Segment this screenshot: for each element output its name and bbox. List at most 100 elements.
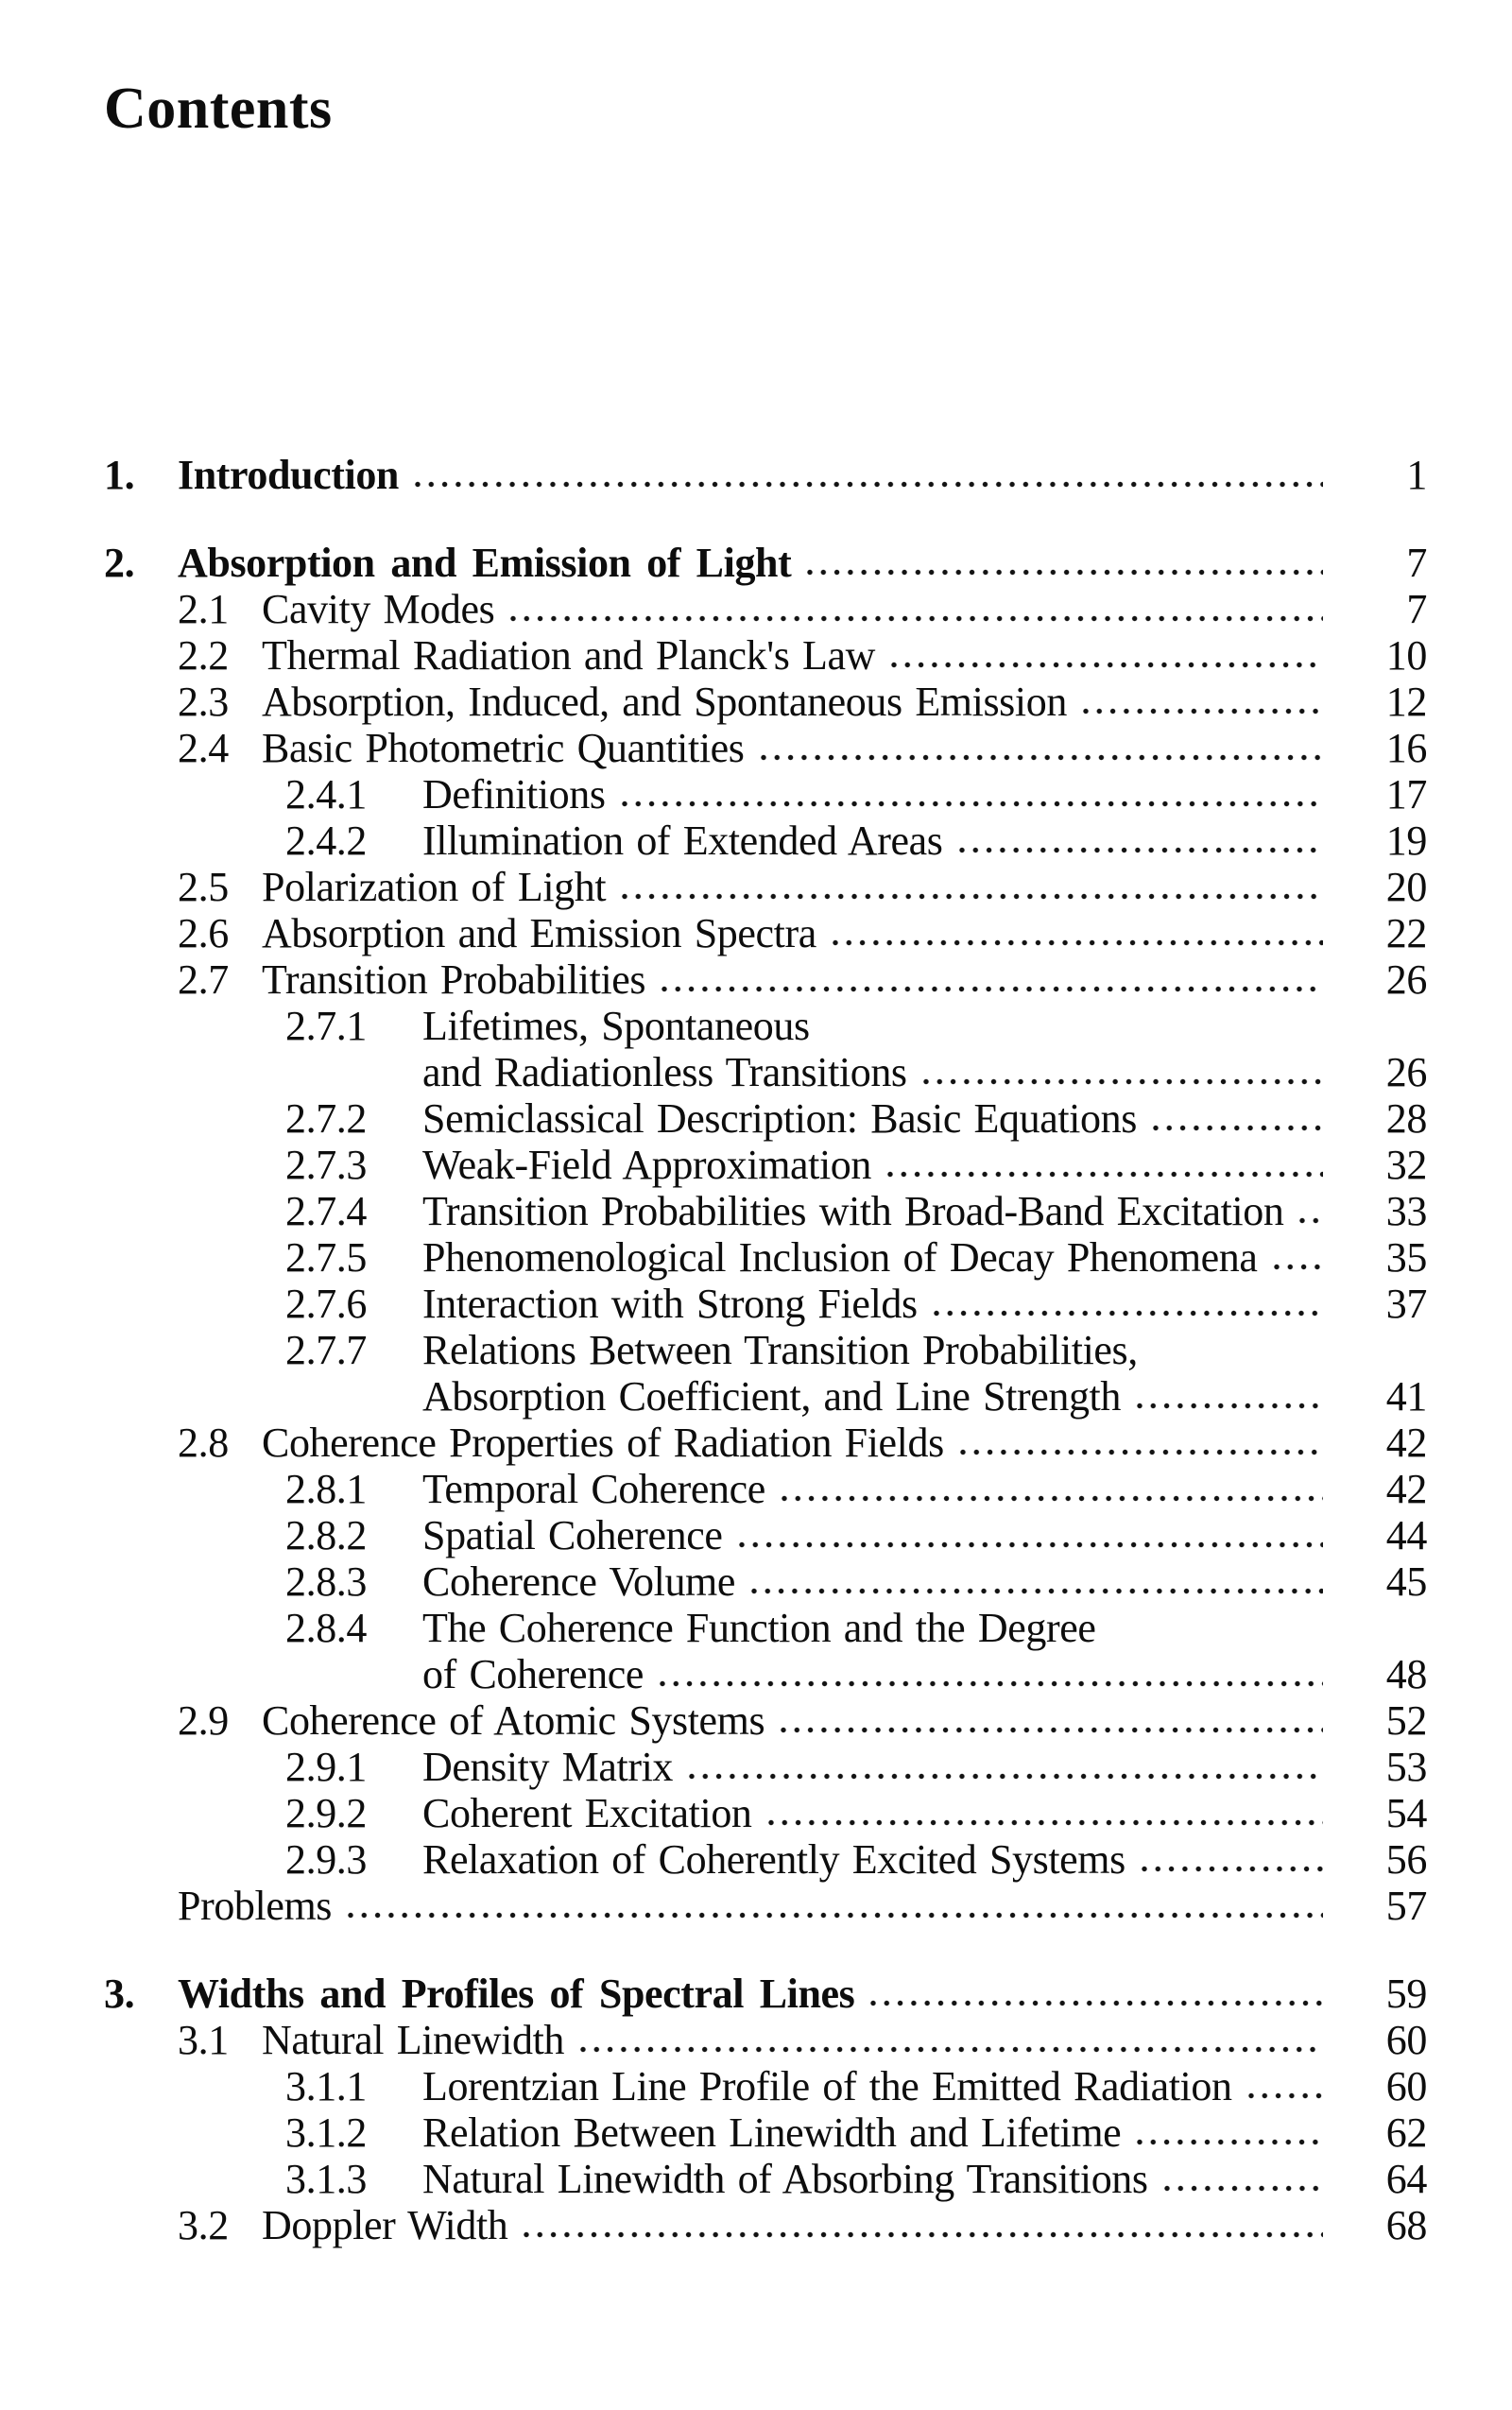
toc-entry-title: of Coherence <box>422 1651 644 1697</box>
toc-entry-title: Absorption and Emission of Light <box>178 540 792 586</box>
toc-entry-number: 3.1.2 <box>285 2109 368 2156</box>
toc-entry-page: 68 <box>1385 2202 1428 2248</box>
dot-leader <box>932 1309 1323 1317</box>
toc-row: 2.7.7 Relations Between Transition Proba… <box>104 1327 1427 1373</box>
toc-entry-page: 12 <box>1385 679 1428 725</box>
toc-entry-number: 2.9 <box>178 1697 229 1744</box>
dot-leader <box>661 985 1323 993</box>
toc-row: 2.3 Absorption, Induced, and Spontaneous… <box>104 679 1427 725</box>
dot-leader <box>523 2230 1323 2239</box>
toc-entry-number: 2.1 <box>178 586 229 632</box>
toc-entry-number: 2.4.2 <box>285 818 368 864</box>
toc-entry-page: 54 <box>1385 1790 1428 1836</box>
toc-row: 2.9.2 Coherent Excitation 54 <box>104 1790 1427 1836</box>
toc-entry-title: Coherence Properties of Radiation Fields <box>262 1420 944 1466</box>
toc-entry-title: Widths and Profiles of Spectral Lines <box>178 1971 855 2017</box>
toc-entry-title: Semiclassical Description: Basic Equatio… <box>422 1095 1137 1142</box>
toc-entry-page: 45 <box>1385 1558 1428 1605</box>
toc-entry-number: 2.8 <box>178 1420 229 1466</box>
toc-row: 2.8.4 The Coherence Function and the Deg… <box>104 1605 1427 1651</box>
dot-leader <box>958 1448 1323 1456</box>
toc-entry-title: Phenomenological Inclusion of Decay Phen… <box>422 1234 1258 1281</box>
toc-entry-number: 2. <box>104 540 135 586</box>
toc-entry-number: 2.3 <box>178 679 229 725</box>
toc-row: 2.7.4 Transition Probabilities with Broa… <box>104 1188 1427 1234</box>
toc-entry-number: 2.4 <box>178 725 229 771</box>
toc-entry-title: Absorption, Induced, and Spontaneous Emi… <box>262 679 1067 725</box>
toc-entry-title: Absorption and Emission Spectra <box>262 910 816 956</box>
toc-entry-title: Spatial Coherence <box>422 1512 723 1558</box>
toc-row: 2.1 Cavity Modes 7 <box>104 586 1427 632</box>
toc-row: 2.8.3 Coherence Volume 45 <box>104 1558 1427 1605</box>
toc-entry-number: 2.2 <box>178 632 229 679</box>
toc-entry-page: 10 <box>1385 632 1428 679</box>
dot-leader <box>737 1541 1323 1549</box>
dot-leader <box>766 1818 1323 1827</box>
dot-leader <box>620 800 1323 808</box>
toc-entry-title: Problems <box>178 1883 333 1929</box>
toc-row: 3.1.1 Lorentzian Line Profile of the Emi… <box>104 2063 1427 2109</box>
toc-row: 2.9.1 Density Matrix 53 <box>104 1744 1427 1790</box>
toc-entry-number: 2.8.4 <box>285 1605 368 1651</box>
toc-entry-title: Introduction <box>178 452 399 498</box>
toc-entry-number: 2.5 <box>178 864 229 910</box>
toc-entry-page: 60 <box>1385 2063 1428 2109</box>
toc-entry-page: 1 <box>1406 452 1427 498</box>
toc-entry-page: 22 <box>1385 910 1428 956</box>
toc-entry-title: Temporal Coherence <box>422 1466 765 1512</box>
dot-leader <box>957 846 1323 854</box>
toc-entry-page: 62 <box>1385 2109 1428 2156</box>
page-title: Contents <box>104 77 333 141</box>
toc-entry-title: The Coherence Function and the Degree <box>422 1605 1096 1651</box>
toc-row: 2.7.6 Interaction with Strong Fields 37 <box>104 1281 1427 1327</box>
toc-row: 2.2 Thermal Radiation and Planck's Law 1… <box>104 632 1427 679</box>
dot-leader <box>780 1494 1323 1503</box>
toc-entry-title: Illumination of Extended Areas <box>422 818 943 864</box>
toc-entry-title: Coherence Volume <box>422 1558 736 1605</box>
toc-entry-number: 2.7.3 <box>285 1142 368 1188</box>
dot-leader <box>579 2045 1323 2054</box>
toc-row: 2.4.2 Illumination of Extended Areas 19 <box>104 818 1427 864</box>
toc-entry-title: Coherence of Atomic Systems <box>262 1697 765 1744</box>
toc-row: 2.4 Basic Photometric Quantities 16 <box>104 725 1427 771</box>
toc-entry-title: Cavity Modes <box>262 586 495 632</box>
toc-row: 2.7.2 Semiclassical Description: Basic E… <box>104 1095 1427 1142</box>
dot-leader <box>759 753 1323 762</box>
toc-entry-title: Weak-Field Approximation <box>422 1142 871 1188</box>
toc-entry-page: 56 <box>1385 1836 1428 1883</box>
toc-row: 2.6 Absorption and Emission Spectra 22 <box>104 910 1427 956</box>
toc-entry-page: 32 <box>1385 1142 1428 1188</box>
toc-entry-page: 53 <box>1385 1744 1428 1790</box>
toc-row: 2.8.2 Spatial Coherence 44 <box>104 1512 1427 1558</box>
toc-entry-page: 37 <box>1385 1281 1428 1327</box>
toc-row: Absorption Coefficient, and Line Strengt… <box>104 1373 1427 1420</box>
toc-entry-number: 2.7.6 <box>285 1281 368 1327</box>
table-of-contents: 1. Introduction 1 2. Absorption and Emis… <box>104 452 1427 2248</box>
toc-row: 2.7.1 Lifetimes, Spontaneous <box>104 1003 1427 1049</box>
toc-entry-page: 60 <box>1385 2017 1428 2063</box>
dot-leader <box>1140 1865 1323 1873</box>
toc-entry-page: 17 <box>1385 771 1428 818</box>
toc-entry-number: 2.9.1 <box>285 1744 368 1790</box>
toc-entry-page: 7 <box>1406 586 1427 632</box>
dot-leader <box>890 661 1323 669</box>
toc-entry-title: Absorption Coefficient, and Line Strengt… <box>422 1373 1121 1420</box>
toc-entry-page: 42 <box>1385 1466 1428 1512</box>
toc-entry-number: 2.8.2 <box>285 1512 368 1558</box>
dot-leader <box>414 480 1323 489</box>
toc-row: Problems 57 <box>104 1883 1427 1929</box>
dot-leader <box>1135 1402 1323 1410</box>
toc-entry-number: 1. <box>104 452 135 498</box>
toc-entry-page: 52 <box>1385 1697 1428 1744</box>
toc-entry-number: 2.6 <box>178 910 229 956</box>
dot-leader <box>688 1772 1323 1781</box>
toc-row: of Coherence 48 <box>104 1651 1427 1697</box>
toc-entry-title: Density Matrix <box>422 1744 674 1790</box>
toc-entry-number: 2.7.1 <box>285 1003 368 1049</box>
toc-entry-title: Natural Linewidth of Absorbing Transitio… <box>422 2156 1148 2202</box>
toc-row: 1. Introduction 1 <box>104 452 1427 498</box>
toc-row: 2.8.1 Temporal Coherence 42 <box>104 1466 1427 1512</box>
toc-entry-title: Relations Between Transition Probabiliti… <box>422 1327 1138 1373</box>
dot-leader <box>658 1679 1323 1688</box>
toc-entry-number: 3.1 <box>178 2017 229 2063</box>
